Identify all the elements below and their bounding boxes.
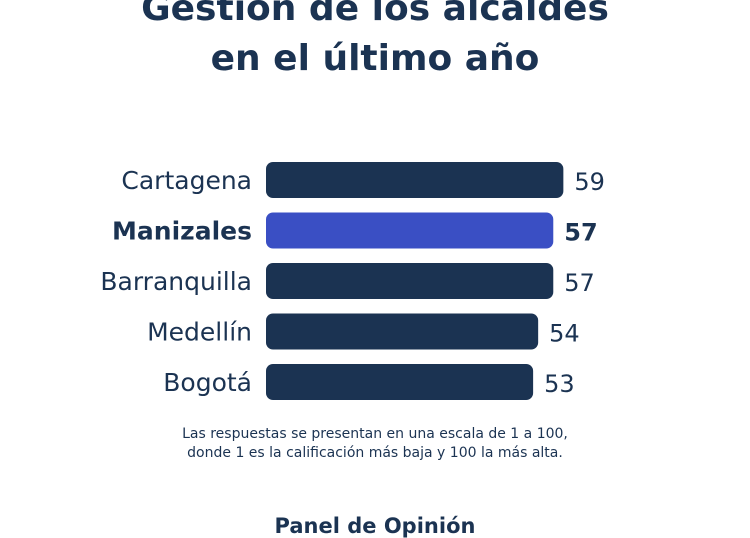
bar-value-label: 57 — [564, 269, 595, 297]
bar-value-label: 57 — [564, 219, 597, 247]
bar — [266, 212, 554, 249]
category-label: Barranquilla — [100, 267, 252, 296]
category-label: Bogotá — [163, 368, 252, 397]
category-label: Manizales — [112, 217, 252, 246]
bar — [266, 162, 564, 198]
category-label: Cartagena — [121, 166, 252, 195]
bar — [266, 263, 554, 299]
chart-title-line-1: Gestión de los alcaldes — [141, 0, 609, 29]
bar — [266, 313, 539, 350]
scale-note-line-1: Las respuestas se presentan en una escal… — [182, 426, 568, 442]
source-label: Panel de Opinión — [274, 514, 476, 538]
bar-value-label: 53 — [544, 370, 575, 398]
bar-value-label: 54 — [549, 320, 580, 348]
bar-value-label: 59 — [574, 168, 605, 196]
scale-note-line-2: donde 1 es la calificación más baja y 10… — [187, 445, 563, 461]
bar-chart: Cartagena 59 Manizales 57 Barranquilla 57 Mede… — [100, 162, 605, 400]
category-label: Medellín — [147, 318, 252, 347]
bar — [266, 364, 534, 400]
chart-title-line-2: en el último año — [210, 38, 540, 79]
